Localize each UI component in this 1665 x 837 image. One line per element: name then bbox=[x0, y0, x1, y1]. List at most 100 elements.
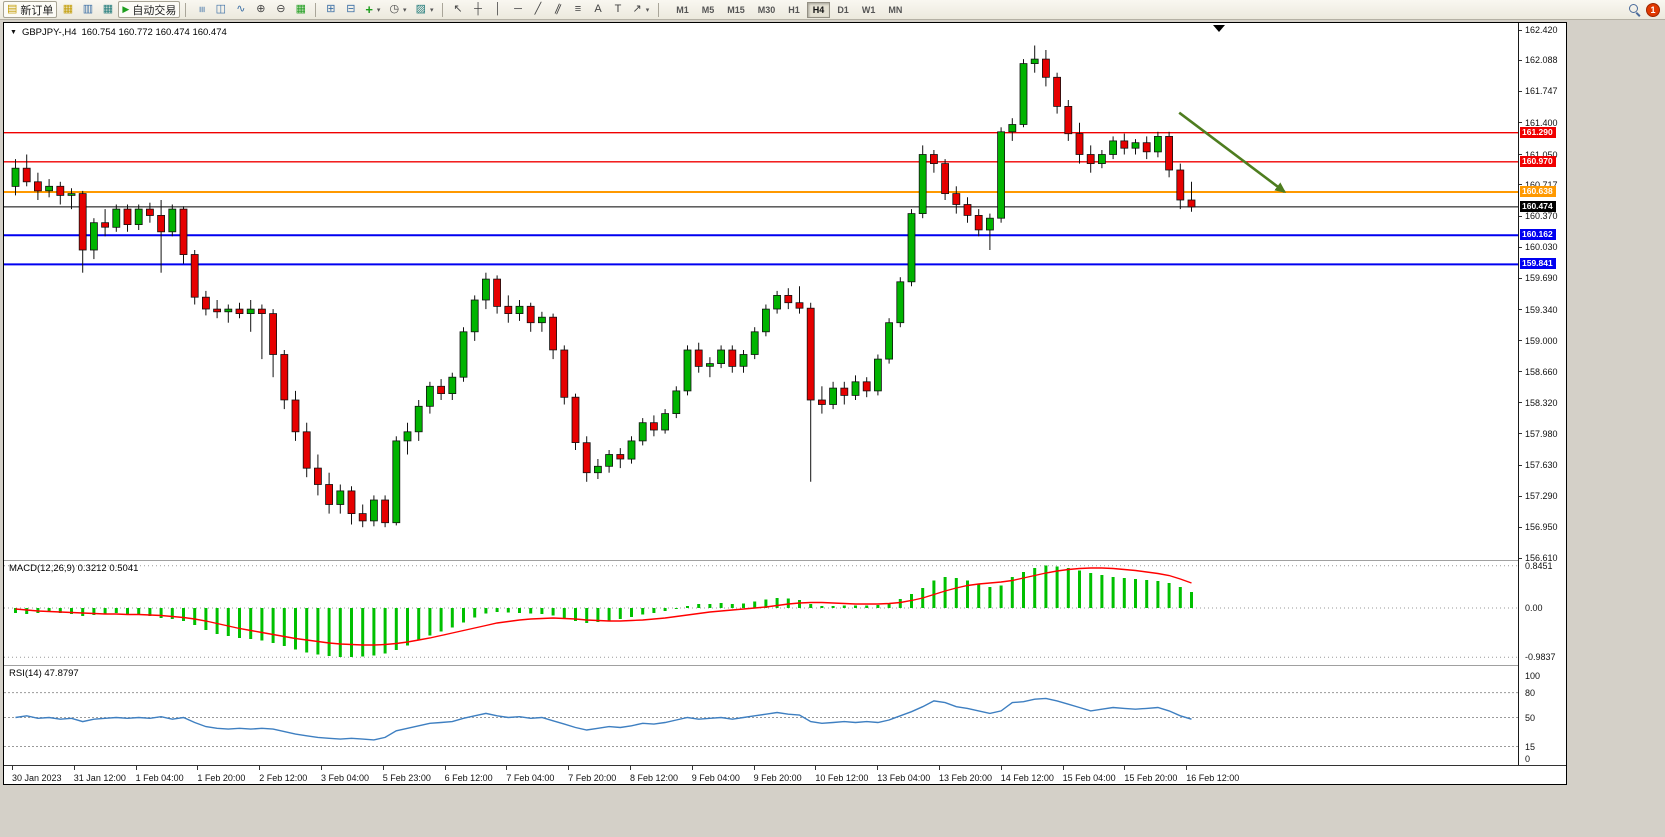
timeframe-mn-button[interactable]: MN bbox=[882, 2, 908, 18]
zoom-in-button[interactable]: ⊕ bbox=[251, 1, 270, 18]
time-axis-label: 9 Feb 04:00 bbox=[691, 773, 740, 783]
price-tag: 160.162 bbox=[1520, 229, 1556, 241]
timeframe-m15-button[interactable]: M15 bbox=[721, 2, 751, 18]
macd-axis-label: 0.00 bbox=[1525, 603, 1543, 613]
zoom-out-icon: ⊖ bbox=[276, 3, 286, 15]
price-pane-canvas[interactable] bbox=[4, 23, 1518, 560]
price-axis-label: 161.400 bbox=[1525, 117, 1558, 128]
line-chart-type-button[interactable]: ∿ bbox=[231, 1, 250, 18]
arrows-icon: ↗ bbox=[632, 3, 642, 15]
price-axis-tick bbox=[1519, 309, 1522, 311]
time-axis-label: 16 Feb 12:00 bbox=[1186, 773, 1240, 783]
rsi-pane-canvas[interactable] bbox=[4, 666, 1518, 765]
price-axis-label: 156.950 bbox=[1525, 522, 1558, 533]
time-axis-label: 13 Feb 04:00 bbox=[877, 773, 931, 783]
clock-icon: ◷ bbox=[389, 3, 400, 15]
bar-chart-type-button[interactable]: ≡ bbox=[191, 1, 210, 18]
time-axis-tick bbox=[73, 766, 75, 770]
time-axis-label: 8 Feb 12:00 bbox=[630, 773, 679, 783]
time-axis[interactable]: 30 Jan 2023 31 Jan 12:00 1 Feb 04:00 1 Feb … bbox=[4, 765, 1566, 784]
price-tag: 160.638 bbox=[1520, 185, 1556, 197]
data-window-button[interactable]: ▦ bbox=[98, 1, 117, 18]
timeframe-h1-button[interactable]: H1 bbox=[782, 2, 806, 18]
channel-tool-button[interactable]: ∥ bbox=[548, 1, 567, 18]
search-icon[interactable] bbox=[1629, 3, 1641, 16]
time-axis-label: 9 Feb 20:00 bbox=[753, 773, 802, 783]
time-axis-tick bbox=[135, 766, 137, 770]
candlestick-chart-type-button[interactable]: ◫ bbox=[211, 1, 230, 18]
price-axis-label: 158.660 bbox=[1525, 366, 1558, 377]
time-axis-tick bbox=[568, 766, 570, 770]
timeframe-m1-button[interactable]: M1 bbox=[670, 2, 695, 18]
time-axis-label: 30 Jan 2023 bbox=[12, 773, 62, 783]
price-axis-tick bbox=[1519, 433, 1522, 435]
arrows-tool-button[interactable]: ↗ ▾ bbox=[628, 1, 653, 18]
cascade-windows-icon: ⊟ bbox=[346, 3, 356, 15]
label-tool-button[interactable]: T bbox=[608, 1, 627, 18]
price-axis-tick bbox=[1519, 154, 1522, 156]
timeframe-h4-button[interactable]: H4 bbox=[806, 1, 831, 18]
data-window-icon: ▦ bbox=[102, 3, 114, 15]
horizontal-line-tool-button[interactable]: ─ bbox=[508, 1, 527, 18]
price-axis-label: 157.980 bbox=[1525, 428, 1558, 439]
time-axis-label: 10 Feb 12:00 bbox=[815, 773, 869, 783]
tile-windows-icon: ⊞ bbox=[326, 3, 336, 15]
fibonacci-tool-button[interactable]: ≡ bbox=[568, 1, 587, 18]
auto-scroll-button[interactable]: ▦ bbox=[291, 1, 310, 18]
time-axis-label: 6 Feb 12:00 bbox=[444, 773, 493, 783]
price-axis-tick bbox=[1519, 122, 1522, 124]
profiles-button[interactable]: ▦ bbox=[58, 1, 77, 18]
price-axis-tick bbox=[1519, 59, 1522, 61]
price-axis-tick bbox=[1519, 184, 1522, 186]
time-axis-tick bbox=[753, 766, 755, 770]
crosshair-icon: ┼ bbox=[474, 3, 482, 15]
time-axis-label: 7 Feb 04:00 bbox=[506, 773, 555, 783]
chart-ohlc-values: 160.754 160.772 160.474 160.474 bbox=[81, 27, 227, 38]
price-axis-tick bbox=[1519, 557, 1522, 559]
timeframe-m5-button[interactable]: M5 bbox=[696, 2, 721, 18]
timeframe-m30-button[interactable]: M30 bbox=[752, 2, 782, 18]
time-axis-tick bbox=[12, 766, 13, 770]
rsi-axis-label: 15 bbox=[1525, 741, 1536, 752]
price-axis-tick bbox=[1519, 90, 1522, 92]
price-axis-tick bbox=[1519, 526, 1522, 528]
price-axis-tick bbox=[1519, 246, 1522, 248]
cursor-tool-button[interactable]: ↖ bbox=[448, 1, 467, 18]
price-axis-tick bbox=[1519, 402, 1522, 404]
vertical-line-tool-button[interactable]: │ bbox=[488, 1, 507, 18]
templates-button[interactable]: ▨ ▾ bbox=[412, 1, 438, 18]
price-axis[interactable]: 162.420 162.088 161.747 161.400 161.050 160.7… bbox=[1519, 23, 1566, 765]
auto-trading-play-icon: ▶ bbox=[122, 4, 130, 14]
new-order-button[interactable]: ▤ 新订单 bbox=[3, 1, 58, 18]
zoom-out-button[interactable]: ⊖ bbox=[271, 1, 290, 18]
macd-pane-canvas[interactable] bbox=[4, 561, 1518, 663]
time-axis-tick bbox=[444, 766, 446, 770]
chart-window: ▼ GBPJPY-,H4 160.754 160.772 160.474 160… bbox=[3, 22, 1567, 785]
price-tag: 160.970 bbox=[1520, 155, 1556, 167]
time-axis-label: 7 Feb 20:00 bbox=[568, 773, 617, 783]
pane-divider[interactable] bbox=[4, 560, 1566, 561]
rsi-axis-label: 80 bbox=[1525, 687, 1536, 698]
time-axis-label: 1 Feb 20:00 bbox=[197, 773, 246, 783]
auto-trading-button[interactable]: ▶ 自动交易 bbox=[118, 1, 181, 18]
text-tool-button[interactable]: A bbox=[588, 1, 607, 18]
time-axis-tick bbox=[1186, 766, 1188, 770]
chart-window-button[interactable]: ▥ bbox=[78, 1, 97, 18]
timeframe-d1-button[interactable]: D1 bbox=[831, 2, 855, 18]
crosshair-tool-button[interactable]: ┼ bbox=[468, 1, 487, 18]
chart-collapse-icon[interactable]: ▼ bbox=[10, 29, 17, 36]
indicators-button[interactable]: + ▾ bbox=[361, 1, 384, 18]
trendline-tool-button[interactable]: ╱ bbox=[528, 1, 547, 18]
timeframe-w1-button[interactable]: W1 bbox=[856, 2, 882, 18]
chevron-down-icon: ▾ bbox=[645, 6, 650, 14]
pane-divider[interactable] bbox=[4, 665, 1566, 666]
periods-button[interactable]: ◷ ▾ bbox=[385, 1, 410, 18]
price-tag: 159.841 bbox=[1520, 258, 1556, 270]
price-axis-tick bbox=[1519, 29, 1522, 31]
horizontal-line-icon: ─ bbox=[514, 3, 522, 15]
cursor-icon: ↖ bbox=[453, 3, 463, 15]
tile-windows-button[interactable]: ⊞ bbox=[321, 1, 340, 18]
cascade-windows-button[interactable]: ⊟ bbox=[341, 1, 360, 18]
notification-badge[interactable]: 1 bbox=[1646, 2, 1660, 17]
